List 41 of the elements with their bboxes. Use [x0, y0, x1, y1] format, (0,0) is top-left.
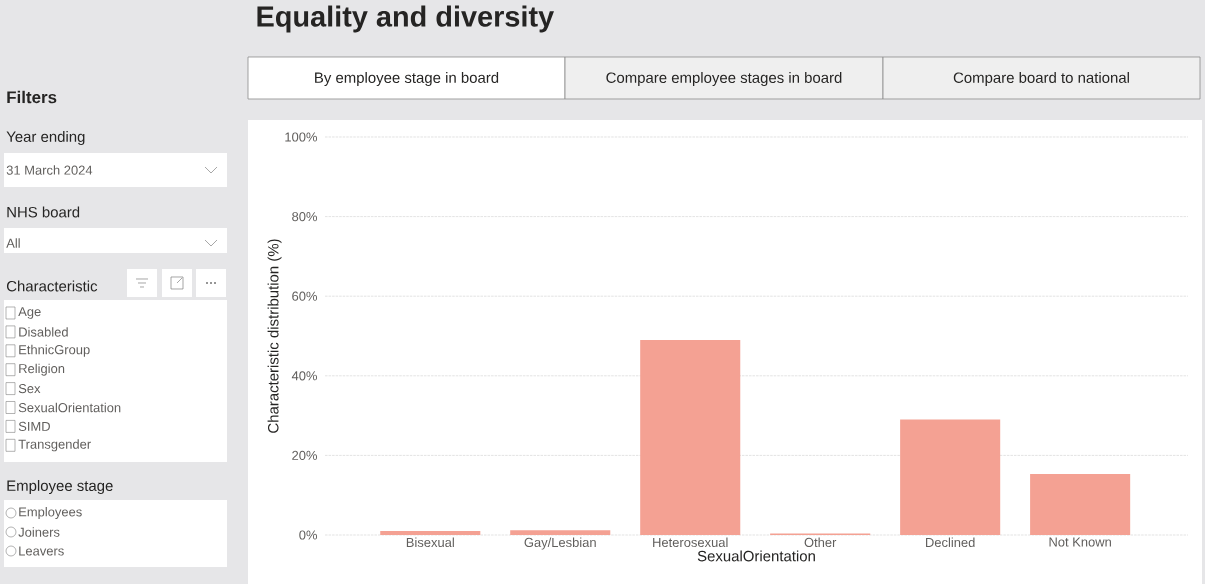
text: Disabled [19, 327, 68, 337]
text: SexualOrientation [18, 402, 121, 413]
text: NHS board [7, 206, 80, 218]
x-axis-title: SexualOrientation [697, 550, 815, 562]
x-tick-label: Declined [926, 537, 975, 548]
y-tick-label: 100% [285, 132, 318, 142]
text: Joiners [18, 527, 60, 537]
y-tick-label: 40% [291, 371, 318, 381]
text: EthnicGroup [19, 344, 90, 357]
text: Employee stage [7, 480, 113, 494]
text: Compare employee stages in board [606, 72, 842, 86]
y-tick-label: 80% [292, 212, 318, 222]
x-tick-label: Not Known [1049, 537, 1111, 547]
x-tick-label: Gay/Lesbian [524, 537, 596, 550]
text: Year ending [6, 131, 85, 145]
bar [640, 339, 741, 535]
text: Religion [19, 363, 65, 376]
y-axis-title: Characteristic distribution (%) [267, 239, 282, 433]
text: Compare board to national [953, 72, 1129, 86]
x-tick-label: Other [804, 537, 837, 548]
x-tick-label: Heterosexual [653, 537, 728, 548]
chart-title: Equality and diversity [257, 5, 554, 33]
text: Transgender [18, 439, 91, 452]
bar [1030, 474, 1131, 535]
y-tick-label: 0% [299, 530, 318, 540]
bar [380, 531, 481, 535]
text: By employee stage in board [315, 72, 499, 86]
bar [510, 530, 611, 535]
text: SIMD [18, 421, 50, 431]
y-tick-label: 60% [292, 291, 318, 301]
text: Characteristic [6, 280, 98, 292]
text: 31 March 2024 [6, 165, 93, 175]
text: Filters [7, 90, 57, 104]
text: Sex [18, 384, 41, 394]
text: Employees [19, 506, 82, 520]
bar [900, 419, 1001, 535]
text: All [6, 238, 20, 248]
text: Age [18, 307, 41, 319]
x-tick-label: Bisexual [406, 537, 454, 548]
y-tick-label: 20% [292, 450, 318, 460]
text: Leavers [19, 546, 64, 556]
